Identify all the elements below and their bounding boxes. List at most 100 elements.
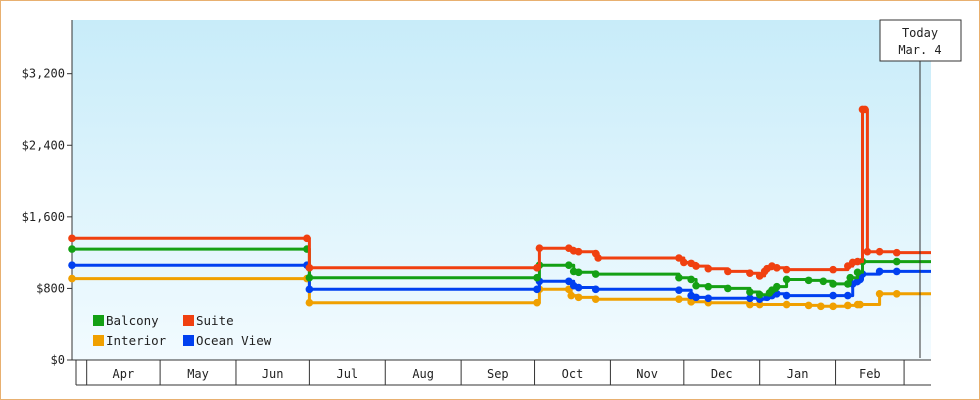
legend-label-interior: Interior xyxy=(106,333,167,348)
today-label: Today xyxy=(902,26,938,40)
data-point-suite xyxy=(853,257,862,266)
data-point-suite xyxy=(746,269,754,278)
data-point-interior xyxy=(829,302,837,311)
data-point-suite xyxy=(68,234,76,243)
data-point-ocean-view xyxy=(675,286,683,295)
data-point-suite xyxy=(305,264,314,272)
today-marker: Today Mar. 4 xyxy=(879,19,962,358)
data-point-interior xyxy=(892,289,901,298)
x-tick-label: Apr xyxy=(113,367,135,381)
legend-swatch-balcony xyxy=(93,315,104,326)
data-point-suite xyxy=(675,254,683,262)
data-point-suite xyxy=(594,254,602,262)
data-point-ocean-view xyxy=(704,294,713,303)
y-tick-label: $1,600 xyxy=(22,210,65,224)
data-point-suite xyxy=(875,247,884,256)
today-date: Mar. 4 xyxy=(898,43,941,57)
data-point-ocean-view xyxy=(533,285,541,294)
data-point-balcony xyxy=(819,277,828,286)
data-point-balcony xyxy=(687,275,695,284)
y-axis: $0 $800 $1,600 $2,400 $3,200 xyxy=(22,20,73,367)
data-point-ocean-view xyxy=(305,285,314,294)
data-point-suite xyxy=(773,264,781,272)
x-tick-label: Dec xyxy=(711,367,733,381)
data-point-balcony xyxy=(692,281,700,290)
series-group xyxy=(68,105,931,311)
data-point-ocean-view xyxy=(746,294,754,303)
y-tick-label: $800 xyxy=(36,281,65,295)
data-point-balcony xyxy=(773,282,781,291)
data-point-balcony xyxy=(68,245,76,253)
data-point-interior xyxy=(68,274,76,283)
legend: Balcony Suite Interior Ocean View xyxy=(93,313,272,348)
data-point-balcony xyxy=(305,273,314,282)
x-tick-label: Jul xyxy=(336,367,358,381)
data-point-ocean-view xyxy=(565,277,573,286)
y-tick-label: $3,200 xyxy=(22,67,65,81)
legend-swatch-interior xyxy=(93,335,104,346)
data-point-interior xyxy=(574,293,583,302)
x-tick-label: Feb xyxy=(859,367,881,381)
data-point-suite xyxy=(680,258,688,267)
data-point-balcony xyxy=(755,290,764,299)
data-point-ocean-view xyxy=(591,285,600,294)
today-box xyxy=(879,19,962,62)
data-point-balcony xyxy=(892,257,901,266)
data-point-interior xyxy=(533,298,541,307)
data-point-balcony xyxy=(846,273,855,282)
x-tick-label: Sep xyxy=(487,367,509,381)
data-point-ocean-view xyxy=(829,291,837,300)
data-point-interior xyxy=(567,291,576,300)
x-tick-label: Aug xyxy=(412,367,434,381)
data-point-balcony xyxy=(853,268,862,277)
x-tick-label: May xyxy=(187,367,209,381)
data-point-interior xyxy=(856,300,864,309)
x-axis: Apr May Jun Jul Aug Sep Oct Nov Dec Jan Feb xyxy=(72,359,931,386)
data-point-suite xyxy=(704,264,713,273)
data-point-interior xyxy=(675,295,683,303)
data-point-ocean-view xyxy=(574,283,583,292)
data-point-balcony xyxy=(574,268,583,277)
data-point-balcony xyxy=(704,282,713,291)
data-point-suite xyxy=(574,247,583,256)
data-point-balcony xyxy=(533,273,541,282)
data-point-interior xyxy=(843,301,852,310)
data-point-ocean-view xyxy=(782,291,791,300)
x-tick-label: Jun xyxy=(262,367,284,381)
data-point-interior xyxy=(746,300,754,309)
data-point-interior xyxy=(305,298,314,307)
y-tick-label: $2,400 xyxy=(22,138,65,152)
data-point-interior xyxy=(804,301,813,310)
data-point-suite xyxy=(755,272,764,280)
data-point-interior xyxy=(591,295,600,303)
data-point-suite xyxy=(303,234,311,243)
data-point-suite xyxy=(861,105,869,114)
data-point-suite xyxy=(533,264,541,272)
data-point-ocean-view xyxy=(892,267,901,276)
legend-label-ocean-view: Ocean View xyxy=(196,333,272,348)
data-point-interior xyxy=(755,300,764,309)
plot-background xyxy=(72,20,931,360)
data-point-ocean-view xyxy=(843,291,852,300)
data-point-interior xyxy=(782,300,791,309)
data-point-suite xyxy=(535,244,544,252)
data-point-balcony xyxy=(746,288,754,296)
legend-swatch-suite xyxy=(183,315,194,326)
legend-swatch-ocean-view xyxy=(183,335,194,346)
data-point-balcony xyxy=(565,261,573,269)
data-point-interior xyxy=(875,289,884,298)
data-point-suite xyxy=(829,265,837,274)
data-point-suite xyxy=(692,262,700,270)
data-point-interior xyxy=(817,302,825,311)
data-point-balcony xyxy=(843,280,852,288)
x-tick-label: Nov xyxy=(636,367,658,381)
data-point-suite xyxy=(892,248,901,257)
data-point-ocean-view xyxy=(875,267,884,276)
data-point-balcony xyxy=(591,270,600,278)
y-tick-label: $0 xyxy=(51,353,65,367)
data-point-balcony xyxy=(675,273,683,282)
data-point-balcony xyxy=(724,284,732,293)
data-point-suite xyxy=(782,265,791,274)
data-point-suite xyxy=(724,267,732,276)
